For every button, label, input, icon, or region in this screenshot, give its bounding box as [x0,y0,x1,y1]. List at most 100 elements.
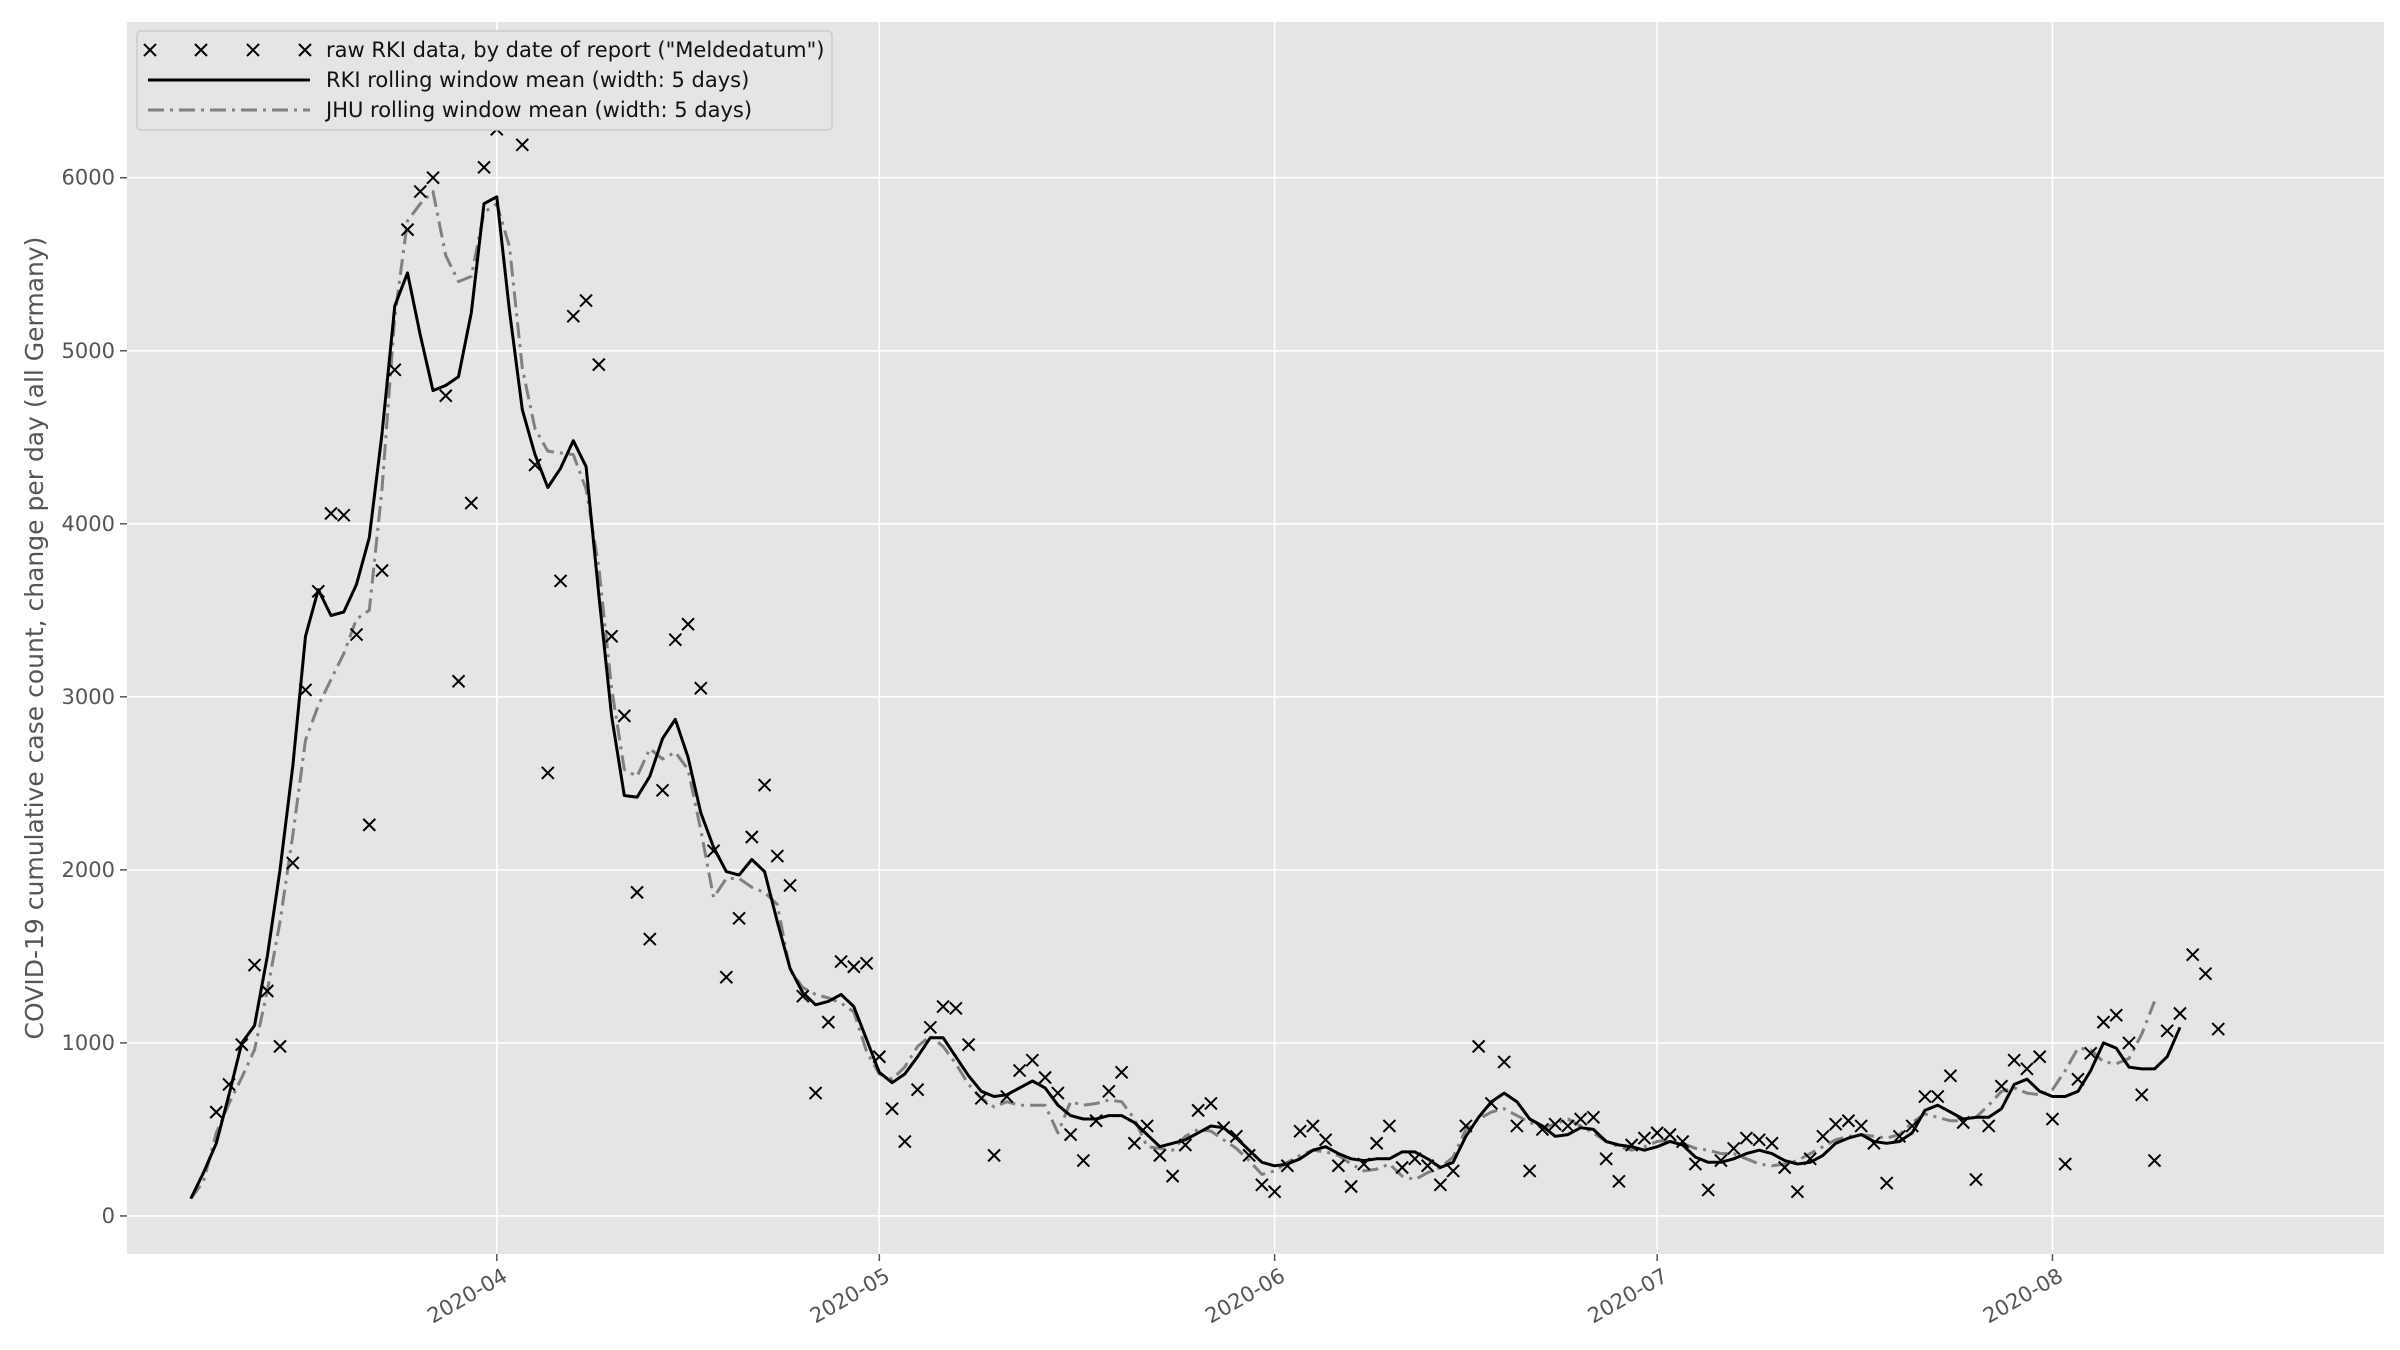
legend-x-marker [194,43,208,57]
legend-label-jhu: JHU rolling window mean (width: 5 days) [324,98,752,122]
data-point [1318,1133,1333,1147]
data-point [1790,1185,1805,1199]
data-point [1153,1148,1167,1163]
data-point [337,508,351,522]
data-point [859,956,874,971]
data-point [222,1077,236,1092]
data-point [987,1148,1001,1163]
data-point [706,844,721,858]
data-point [1127,1136,1142,1150]
data-point [2186,947,2200,962]
data-point [1267,1185,1282,1199]
y-tick-label: 5000 [62,339,115,363]
data-point [2147,1153,2162,1168]
data-point [2007,1053,2021,1067]
data-point [1076,1153,1091,1168]
legend-marker-raw [143,43,312,57]
data-point [1599,1152,1613,1166]
data-point [451,674,466,688]
data-point [2211,1022,2225,1036]
y-tick-label: 3000 [62,685,115,709]
data-point [2020,1062,2034,1076]
data-point [694,681,708,695]
data-point [298,683,313,697]
data-point [1140,1119,1154,1133]
data-point [1586,1110,1601,1125]
data-point [1459,1119,1473,1133]
data-point [400,222,415,237]
data-point [2084,1046,2098,1060]
data-point [1369,1136,1384,1150]
data-point [872,1050,887,1064]
series-layer [189,70,2225,1200]
data-point [1637,1131,1652,1145]
data-point [439,389,453,403]
data-point [1726,1141,1741,1156]
data-point [1816,1129,1830,1144]
data-point [2135,1088,2149,1102]
x-tick-label: 2020-07 [1584,1264,1672,1329]
data-point [834,954,848,969]
data-point [1688,1157,1703,1171]
data-point [273,1039,287,1054]
y-tick-label: 4000 [62,512,115,536]
data-point [1956,1115,1970,1130]
data-point [477,160,491,175]
data-point [235,1037,249,1052]
data-point [949,1001,963,1015]
data-point [311,584,325,598]
data-point [1114,1065,1129,1080]
data-point [1930,1089,1945,1104]
data-point [770,849,785,863]
legend-x-marker [246,43,260,57]
data-point [1395,1160,1409,1175]
data-point [2071,1072,2085,1086]
data-point [923,1020,938,1035]
data-point [1854,1119,1868,1133]
grid [127,22,2384,1254]
data-point [732,911,746,926]
data-point [1280,1159,1295,1173]
data-point [1828,1117,1843,1131]
data-point [1255,1178,1269,1192]
data-point [885,1101,899,1116]
data-point [1446,1164,1460,1178]
data-point [1382,1119,1397,1133]
data-point [1943,1069,1958,1083]
data-point [1663,1127,1677,1142]
y-tick-label: 6000 [62,166,115,190]
data-point [796,989,810,1003]
data-point [579,293,593,308]
data-point [655,783,670,797]
data-point [464,496,478,510]
data-point [1433,1178,1448,1192]
x-axis: 2020-04 2020-05 2020-06 2020-07 2020-08 [423,1254,2067,1328]
data-point [286,856,300,870]
data-point [541,766,555,780]
series-raw-rki [209,70,2225,1199]
data-point [1969,1172,1983,1187]
data-point [2198,966,2213,981]
x-tick-label: 2020-04 [423,1264,511,1329]
data-point [1025,1053,1040,1067]
data-point [643,932,657,946]
data-point [1701,1183,1715,1197]
data-point [1165,1169,1180,1183]
data-point [1063,1127,1078,1142]
data-point [1573,1112,1588,1126]
data-point [1879,1176,1894,1190]
data-point [847,960,861,974]
data-point [1867,1136,1881,1150]
y-tick-label: 1000 [62,1031,115,1055]
data-point [898,1134,912,1149]
y-axis: 0 1000 2000 3000 4000 5000 6000 [62,166,127,1228]
data-point [413,184,427,199]
data-point [1242,1148,1256,1163]
data-point [1089,1114,1103,1128]
data-point [808,1086,823,1100]
x-tick-label: 2020-08 [1979,1264,2067,1329]
data-point [1344,1179,1358,1194]
data-point [1905,1119,1919,1133]
data-point [1982,1119,1996,1133]
data-point [1420,1159,1435,1173]
